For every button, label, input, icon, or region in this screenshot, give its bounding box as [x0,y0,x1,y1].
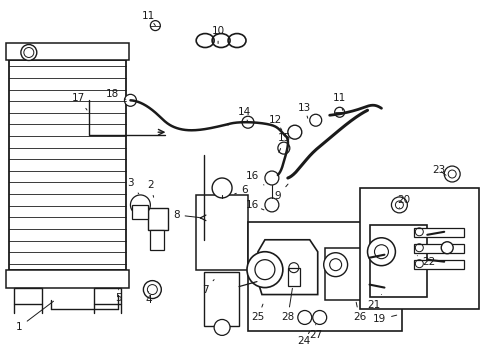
Bar [9,60,126,270]
Bar [150,230,164,250]
Bar [369,225,427,297]
Circle shape [297,310,311,324]
Text: 14: 14 [237,107,250,122]
Text: 16: 16 [245,200,264,210]
Text: 4: 4 [145,292,151,305]
Bar [196,195,247,270]
Bar [203,272,239,327]
Text: 3: 3 [127,178,139,194]
Circle shape [150,21,160,31]
Text: 19: 19 [372,314,396,324]
Circle shape [390,197,407,213]
Text: 20: 20 [396,195,409,208]
Text: 22: 22 [416,256,435,267]
Circle shape [212,178,232,198]
Text: 1: 1 [16,301,53,332]
Circle shape [367,238,395,266]
Circle shape [255,275,265,285]
Bar [132,205,148,219]
Text: 11: 11 [332,93,346,110]
Circle shape [214,319,229,336]
Bar [413,228,463,237]
Bar [413,260,463,269]
Circle shape [143,280,161,298]
Circle shape [277,142,289,154]
Text: 25: 25 [251,304,264,323]
Text: 8: 8 [173,210,199,220]
Text: 5: 5 [115,289,122,302]
Text: 13: 13 [298,103,311,118]
Circle shape [334,107,344,117]
Circle shape [124,94,136,106]
Text: 2: 2 [147,180,153,197]
Circle shape [264,198,278,212]
Bar [6,42,129,60]
Text: 16: 16 [245,171,264,185]
Polygon shape [258,240,317,294]
Circle shape [246,252,282,288]
Text: 10: 10 [211,26,224,44]
Text: 18: 18 [106,89,125,99]
Bar [6,270,129,288]
Bar [247,222,402,332]
Text: 28: 28 [281,288,294,323]
Circle shape [440,242,452,254]
Bar [14,288,41,303]
Text: 26: 26 [352,302,366,323]
Circle shape [309,114,321,126]
Bar [324,248,369,300]
Text: 6: 6 [234,185,248,195]
Bar [413,244,463,253]
Text: 9: 9 [274,184,287,201]
Text: 7: 7 [202,280,214,294]
Circle shape [323,253,347,276]
Text: 17: 17 [72,93,87,110]
Text: 24: 24 [297,332,310,346]
Circle shape [130,195,150,215]
Bar [93,288,121,303]
Text: 12: 12 [269,115,282,130]
Circle shape [287,125,301,139]
Text: 21: 21 [366,294,381,310]
Circle shape [312,310,326,324]
Circle shape [443,166,459,182]
Circle shape [21,45,37,60]
Bar [287,268,299,285]
Text: 11: 11 [142,11,155,26]
Bar [148,208,168,230]
Text: 27: 27 [308,324,322,341]
Text: 23: 23 [432,165,445,175]
Bar [359,188,478,310]
Circle shape [242,116,253,128]
Text: 15: 15 [278,133,291,153]
Circle shape [264,171,278,185]
